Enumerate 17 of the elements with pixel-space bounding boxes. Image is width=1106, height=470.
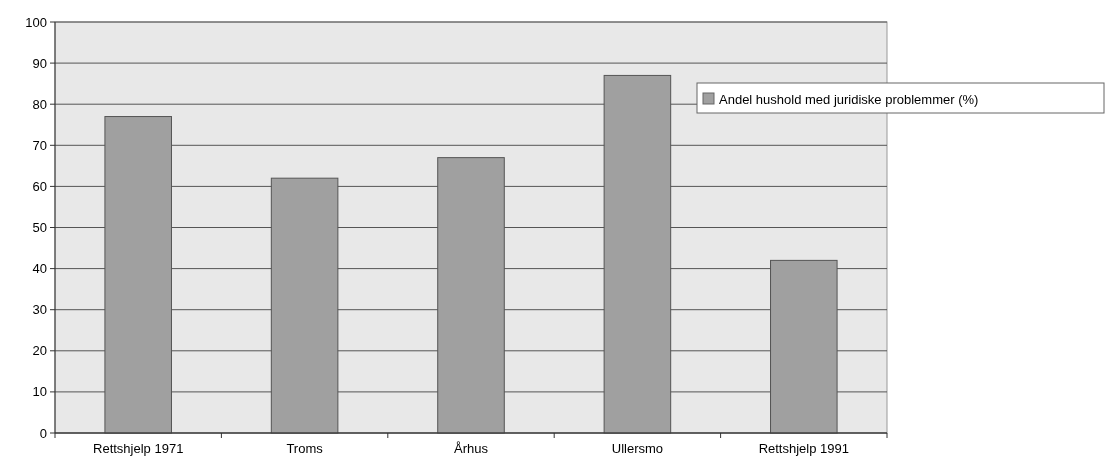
x-tick-label: Troms: [286, 441, 324, 456]
x-tick-label: Århus: [454, 441, 489, 456]
y-tick-label: 30: [32, 302, 47, 318]
x-tick-label: Rettshjelp 1991: [758, 441, 849, 456]
y-tick-label: 0: [39, 425, 47, 441]
y-tick-label: 50: [32, 220, 47, 236]
y-tick-label: 100: [25, 14, 47, 30]
y-tick-label: 10: [32, 384, 47, 400]
y-tick-label: 90: [32, 55, 47, 71]
x-tick-label: Rettshjelp 1971: [93, 441, 184, 456]
legend-label: Andel hushold med juridiske problemmer (%): [719, 91, 979, 107]
x-tick-label: Ullersmo: [611, 441, 664, 456]
y-tick-label: 20: [32, 343, 47, 359]
y-tick-label: 80: [32, 96, 47, 112]
y-tick-label: 60: [32, 178, 47, 194]
y-tick-label: 40: [32, 261, 47, 277]
y-tick-label: 70: [32, 137, 47, 153]
